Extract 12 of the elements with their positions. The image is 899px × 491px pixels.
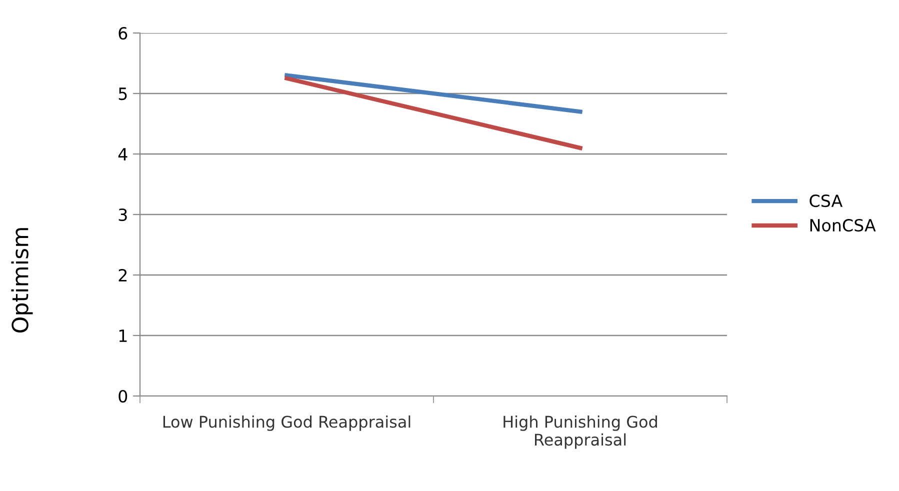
y-tick-label: 3 [118, 208, 127, 222]
y-tick-label: 4 [118, 148, 128, 160]
legend-label: CSA [810, 194, 843, 208]
y-tick-label: 5 [118, 88, 127, 100]
x-tick-label: Low Punishing God Reappraisal [163, 415, 410, 431]
y-tick-label: 2 [118, 268, 127, 282]
legend-label: NonCSA [810, 218, 876, 232]
y-tick-label: 0 [118, 390, 128, 403]
y-axis-title: Optimism [11, 228, 33, 333]
x-tick-label: High Punishing God Reappraisal [504, 415, 657, 449]
y-tick-label: 6 [118, 26, 128, 40]
y-tick-label: 1 [119, 330, 127, 342]
